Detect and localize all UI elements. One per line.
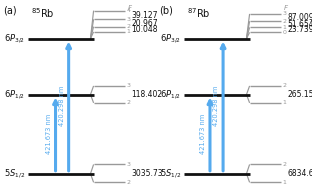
Text: 2: 2 [127, 180, 131, 185]
Text: 2: 2 [283, 83, 287, 88]
Text: $5S_{1/2}$: $5S_{1/2}$ [4, 167, 25, 180]
Text: 421.673 nm: 421.673 nm [200, 114, 206, 154]
Text: $6P_{3/2}$: $6P_{3/2}$ [160, 32, 181, 45]
Text: 20.967: 20.967 [131, 19, 158, 28]
Text: 51.654: 51.654 [287, 20, 312, 29]
Text: 3: 3 [127, 162, 131, 167]
Text: 2: 2 [283, 162, 287, 167]
Text: 1: 1 [283, 25, 286, 30]
Text: 4: 4 [127, 8, 131, 13]
Text: $5S_{1/2}$: $5S_{1/2}$ [160, 167, 181, 180]
Text: 0: 0 [283, 30, 286, 35]
Text: 6834.68: 6834.68 [287, 169, 312, 178]
Text: 421.673 nm: 421.673 nm [46, 114, 52, 154]
Text: 265.154: 265.154 [287, 90, 312, 99]
Text: $^{85}\mathrm{Rb}$: $^{85}\mathrm{Rb}$ [31, 6, 55, 20]
Text: 2: 2 [127, 24, 131, 29]
Text: $6P_{1/2}$: $6P_{1/2}$ [4, 88, 25, 101]
Text: 3: 3 [127, 17, 131, 22]
Text: 23.739: 23.739 [287, 25, 312, 34]
Text: 1: 1 [283, 180, 286, 185]
Text: 39.127: 39.127 [131, 11, 158, 19]
Text: (a): (a) [3, 6, 17, 16]
Text: 420.298 nm: 420.298 nm [213, 86, 219, 126]
Text: 420.298 nm: 420.298 nm [59, 86, 65, 126]
Text: $^{87}\mathrm{Rb}$: $^{87}\mathrm{Rb}$ [187, 6, 211, 20]
Text: 10.048: 10.048 [131, 25, 158, 34]
Text: 87.009: 87.009 [287, 13, 312, 22]
Text: (b): (b) [159, 6, 173, 16]
Text: 1: 1 [283, 100, 286, 105]
Text: 3: 3 [127, 83, 131, 88]
Text: $F$: $F$ [283, 3, 290, 12]
Text: $6P_{1/2}$: $6P_{1/2}$ [160, 88, 181, 101]
Text: 118.402: 118.402 [131, 90, 162, 99]
Text: 2: 2 [127, 100, 131, 105]
Text: $F$: $F$ [127, 3, 134, 12]
Text: 1: 1 [127, 29, 130, 34]
Text: 3035.73: 3035.73 [131, 169, 163, 178]
Text: $6P_{3/2}$: $6P_{3/2}$ [4, 32, 25, 45]
Text: 3: 3 [283, 11, 287, 16]
Text: 2: 2 [283, 19, 287, 24]
